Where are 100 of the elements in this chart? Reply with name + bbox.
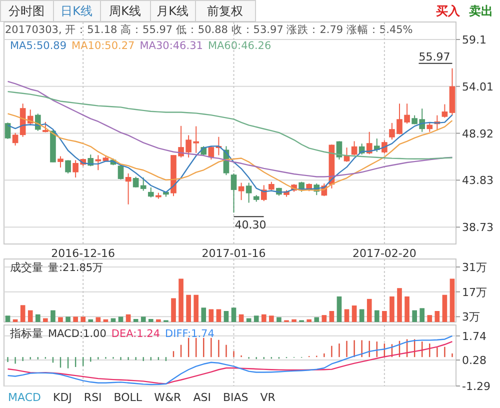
bar xyxy=(314,317,320,322)
candlestick xyxy=(125,172,132,205)
bar xyxy=(427,315,432,322)
candlestick xyxy=(374,138,380,152)
bar xyxy=(201,308,206,322)
bar xyxy=(322,315,327,322)
bar xyxy=(50,310,56,322)
bar xyxy=(5,316,10,322)
bar xyxy=(66,316,70,322)
text: 日K线 xyxy=(60,4,92,18)
bar xyxy=(43,318,48,322)
text: DEA:1.24 xyxy=(111,328,160,340)
bar xyxy=(359,309,364,322)
bar xyxy=(216,309,222,322)
bar xyxy=(352,305,357,322)
bar xyxy=(118,316,124,322)
y-tick-label: 17万 xyxy=(462,286,487,299)
y-tick-label: 43.83 xyxy=(462,174,494,188)
bar xyxy=(238,314,244,322)
bar xyxy=(73,316,78,322)
text: BIAS xyxy=(222,391,248,404)
text: 量:21.85万 xyxy=(48,262,104,274)
candlestick xyxy=(95,154,102,171)
bar xyxy=(194,294,199,322)
text: 周K线 xyxy=(109,4,141,18)
text: KDJ xyxy=(52,391,72,404)
candlestick xyxy=(58,156,64,168)
text: 前复权 xyxy=(207,4,243,18)
bar xyxy=(366,298,372,322)
text: ASI xyxy=(193,391,211,404)
bar xyxy=(35,314,40,322)
bar xyxy=(261,314,266,322)
bar xyxy=(329,310,334,322)
text: DIFF:1.74 xyxy=(165,328,215,340)
chart-title: 指标量 xyxy=(9,327,43,340)
text: 买入 xyxy=(436,4,461,18)
line-series xyxy=(7,80,453,178)
text: 分时图 xyxy=(8,4,44,18)
text: MACD xyxy=(8,391,41,404)
bar xyxy=(80,316,86,322)
candlestick xyxy=(140,176,146,192)
bar xyxy=(231,308,236,322)
candlestick xyxy=(260,184,267,202)
bar xyxy=(390,296,394,322)
text: VR xyxy=(260,391,276,404)
bar xyxy=(397,288,402,322)
bar xyxy=(269,316,274,322)
x-tick-label: 2017-02-20 xyxy=(352,247,416,260)
bar xyxy=(88,319,94,322)
bar xyxy=(208,309,214,322)
bar xyxy=(224,310,229,322)
bar xyxy=(374,310,380,322)
bar xyxy=(306,319,312,322)
candlestick xyxy=(12,132,18,146)
text: MA30:46.31 xyxy=(140,40,203,52)
bar xyxy=(292,319,296,322)
text: MA60:46.26 xyxy=(208,40,272,52)
candlestick xyxy=(42,121,48,133)
candlestick xyxy=(132,176,139,188)
candlestick xyxy=(238,182,244,201)
bar xyxy=(140,316,146,322)
text: 月K线 xyxy=(156,4,188,18)
series-label: MACD:1.00 xyxy=(48,328,106,340)
bar xyxy=(442,294,448,322)
bar xyxy=(412,310,417,322)
text: RSI xyxy=(84,391,102,404)
bar xyxy=(58,317,63,322)
bar xyxy=(28,310,33,322)
bar xyxy=(344,309,350,322)
bar xyxy=(450,278,455,322)
text: BOLL xyxy=(114,391,143,404)
x-tick-label: 2016-12-16 xyxy=(51,247,116,260)
text: MA10:50.27 xyxy=(72,40,135,52)
bar xyxy=(20,305,26,322)
y-tick-label: 0.28 xyxy=(462,354,486,368)
text: MA5:50.89 xyxy=(10,40,67,52)
annotation: 40.30 xyxy=(234,218,266,232)
bar xyxy=(96,317,101,322)
annotation: 55.97 xyxy=(418,50,450,64)
candlestick xyxy=(148,186,154,198)
candlestick xyxy=(65,160,71,174)
candlestick xyxy=(4,122,11,140)
bar xyxy=(434,310,440,322)
candlestick xyxy=(246,182,252,204)
candlestick xyxy=(442,104,448,118)
y-tick-label: 54.01 xyxy=(462,80,494,94)
text: 卖出 xyxy=(469,4,493,18)
bar xyxy=(178,278,184,322)
bar xyxy=(404,296,410,322)
bar xyxy=(276,317,282,322)
candlestick xyxy=(208,146,214,160)
candlestick xyxy=(366,131,372,155)
text: W&R xyxy=(154,391,182,404)
bar xyxy=(186,294,191,322)
y-tick-label: 38.73 xyxy=(462,221,494,234)
y-tick-label: -1.29 xyxy=(462,380,490,393)
bar xyxy=(126,314,131,322)
bar xyxy=(148,318,154,322)
y-tick-label: 31万 xyxy=(462,260,487,274)
x-tick-label: 2017-01-16 xyxy=(202,247,266,260)
